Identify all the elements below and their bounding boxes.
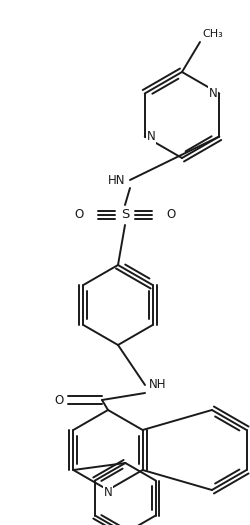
Text: O: O	[55, 394, 64, 406]
Text: CH₃: CH₃	[202, 29, 223, 39]
Text: O: O	[166, 208, 175, 222]
Text: N: N	[104, 486, 112, 499]
Text: NH: NH	[149, 379, 166, 392]
Text: S: S	[121, 208, 129, 222]
Text: N: N	[147, 130, 156, 143]
Text: N: N	[208, 87, 217, 100]
Text: O: O	[75, 208, 84, 222]
Text: HN: HN	[108, 173, 125, 186]
